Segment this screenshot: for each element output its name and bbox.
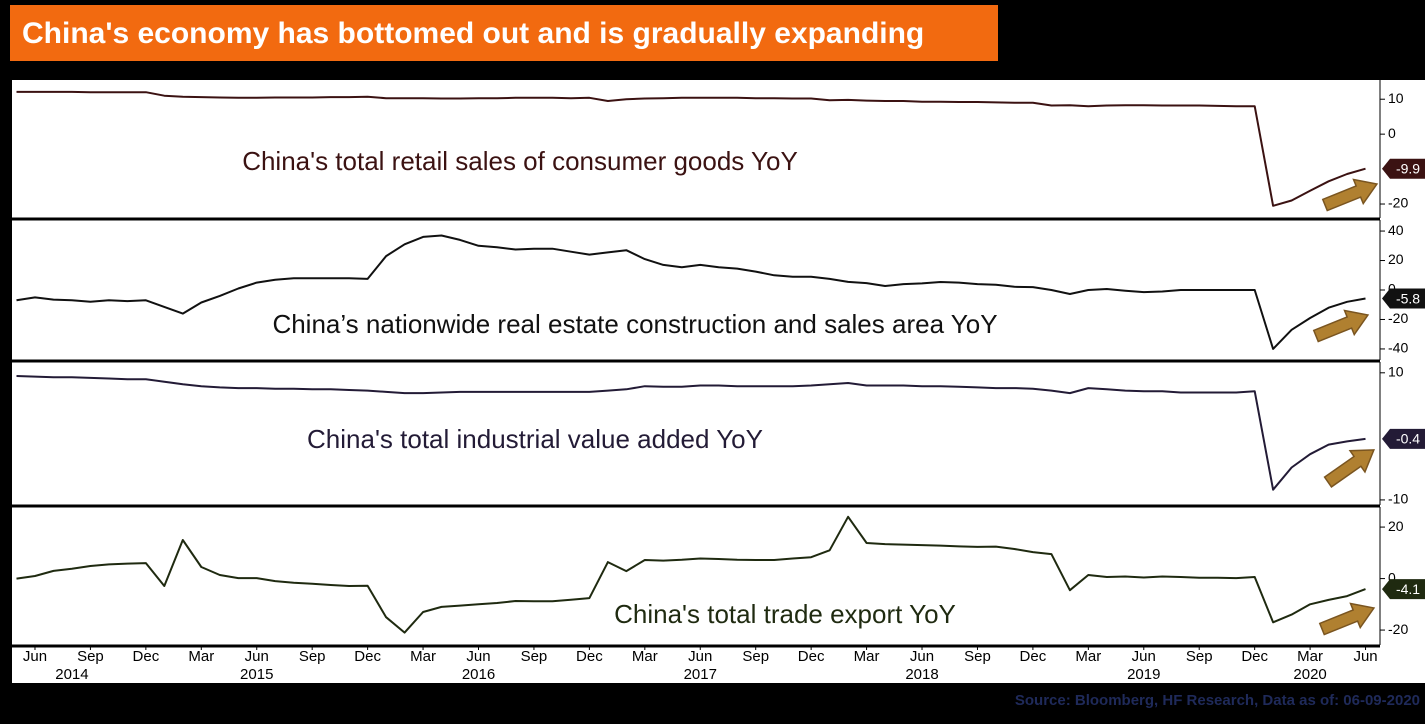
- x-year-label: 2016: [462, 666, 495, 683]
- value-label: -0.4: [1396, 431, 1420, 447]
- series-label: China's total retail sales of consumer g…: [242, 146, 798, 176]
- x-tick-label: Sep: [1186, 648, 1213, 665]
- arrows: [1312, 178, 1379, 636]
- y-tick-label: -20: [1388, 195, 1408, 211]
- arrow: [1321, 178, 1379, 212]
- arrow: [1312, 309, 1370, 343]
- value-label: -4.1: [1396, 581, 1420, 597]
- value-label: -5.8: [1396, 290, 1420, 306]
- plot-background: [12, 80, 1425, 683]
- x-tick-label: Dec: [798, 648, 825, 665]
- x-tick-label: Jun: [23, 648, 47, 665]
- x-year-label: 2018: [905, 666, 938, 683]
- x-tick-label: Mar: [632, 648, 658, 665]
- x-year-label: 2015: [240, 666, 273, 683]
- x-year-label: 2017: [684, 666, 717, 683]
- series-line: [16, 234, 1366, 350]
- value-label-box: [1382, 579, 1425, 600]
- x-tick-label: Sep: [77, 648, 104, 665]
- x-tick-label: Sep: [299, 648, 326, 665]
- y-tick-label: 0: [1388, 569, 1396, 585]
- x-tick-label: Sep: [742, 648, 769, 665]
- y-tick-label: 0: [1388, 125, 1396, 141]
- arrow: [1323, 449, 1375, 488]
- arrow: [1318, 602, 1376, 636]
- series-label: China's total industrial value added YoY: [307, 424, 763, 454]
- y-tick-label: 40: [1388, 222, 1404, 238]
- x-tick-label: Mar: [1297, 648, 1323, 665]
- x-tick-label: Dec: [133, 648, 160, 665]
- x-year-label: 2019: [1127, 666, 1160, 683]
- x-tick-label: Dec: [354, 648, 381, 665]
- title-box: [10, 5, 998, 61]
- series-line: [16, 375, 1366, 491]
- y-tick-label: -10: [1388, 491, 1408, 507]
- y-tick-label: 20: [1388, 251, 1404, 267]
- x-tick-label: Jun: [1353, 648, 1377, 665]
- series-line: [16, 515, 1366, 634]
- x-tick-label: Mar: [854, 648, 880, 665]
- series-label: China's total trade export YoY: [614, 599, 956, 629]
- chart-title: China's economy has bottomed out and is …: [22, 17, 924, 50]
- x-tick-label: Mar: [410, 648, 436, 665]
- series-label: China’s nationwide real estate construct…: [272, 309, 997, 339]
- x-tick-label: Dec: [1020, 648, 1047, 665]
- y-tick-label: 20: [1388, 518, 1404, 534]
- value-label-box: [1382, 428, 1425, 449]
- x-tick-label: Dec: [1241, 648, 1268, 665]
- value-label-box: [1382, 158, 1425, 179]
- y-tick-label: 10: [1388, 90, 1404, 106]
- x-tick-label: Dec: [576, 648, 603, 665]
- x-tick-label: Jun: [245, 648, 269, 665]
- x-tick-label: Sep: [521, 648, 548, 665]
- y-tick-label: -20: [1388, 621, 1408, 637]
- y-tick-label: 10: [1388, 364, 1404, 380]
- x-tick-label: Jun: [1132, 648, 1156, 665]
- x-year-label: 2014: [55, 666, 88, 683]
- x-tick-label: Mar: [188, 648, 214, 665]
- series-line: [16, 90, 1366, 207]
- x-tick-label: Jun: [910, 648, 934, 665]
- x-tick-label: Mar: [1075, 648, 1101, 665]
- y-tick-label: -40: [1388, 340, 1408, 356]
- source-note: Source: Bloomberg, HF Research, Data as …: [1015, 692, 1420, 709]
- x-year-label: 2020: [1293, 666, 1326, 683]
- x-tick-label: Jun: [466, 648, 490, 665]
- y-tick-label: -20: [1388, 310, 1408, 326]
- value-label-box: [1382, 288, 1425, 309]
- x-tick-label: Sep: [964, 648, 991, 665]
- x-tick-label: Jun: [688, 648, 712, 665]
- value-label: -9.9: [1396, 160, 1420, 176]
